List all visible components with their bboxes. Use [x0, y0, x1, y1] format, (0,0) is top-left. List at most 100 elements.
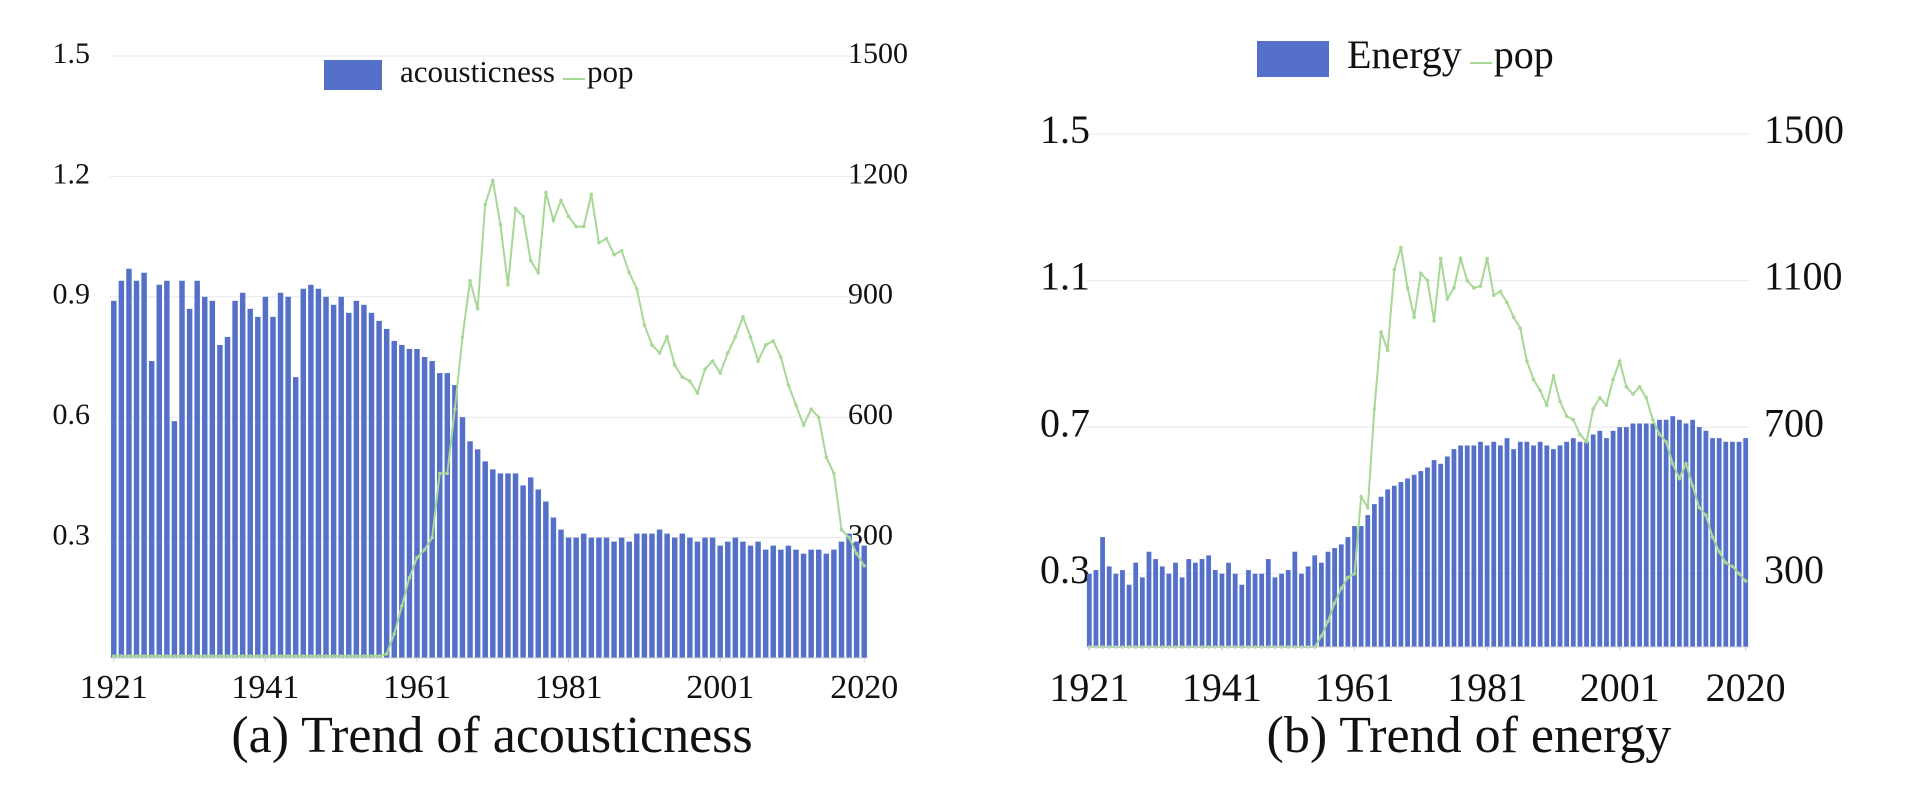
bar: [1736, 441, 1742, 647]
bar: [467, 441, 473, 658]
line-point: [286, 654, 290, 658]
bar: [816, 549, 822, 658]
bar: [148, 361, 155, 658]
line-point: [218, 654, 222, 658]
bar: [1133, 562, 1139, 647]
line-point: [1664, 440, 1668, 444]
bar: [634, 533, 640, 658]
bar: [520, 485, 526, 658]
line-point: [407, 575, 412, 580]
line-point: [1690, 483, 1695, 488]
bar: [217, 344, 223, 658]
bar: [588, 537, 595, 658]
line-point: [498, 222, 503, 227]
bar: [1212, 570, 1218, 647]
line-point: [1452, 286, 1456, 290]
line-point: [475, 307, 480, 311]
y-tick-label: 0.6: [53, 398, 91, 431]
bar: [1086, 573, 1092, 647]
line-point: [278, 654, 283, 658]
bar: [1199, 559, 1205, 647]
line-point: [688, 379, 692, 383]
bar: [679, 533, 686, 658]
bar: [1385, 489, 1391, 647]
bar: [111, 300, 117, 658]
x-tick-label: 1941: [1182, 665, 1262, 710]
bar: [1710, 438, 1715, 647]
line-point: [809, 407, 813, 411]
bar: [292, 377, 299, 658]
bar: [1120, 570, 1125, 647]
bar: [664, 533, 670, 658]
bar: [1643, 423, 1649, 647]
bar: [1285, 570, 1291, 647]
line-point: [1684, 461, 1688, 466]
line-point: [210, 654, 215, 658]
line-point: [862, 563, 867, 568]
bar: [1113, 573, 1119, 647]
bar: [194, 280, 200, 658]
line-point: [1571, 418, 1576, 422]
bar: [118, 280, 125, 658]
line-point: [718, 371, 722, 375]
line-point: [233, 654, 237, 658]
bar: [1232, 573, 1238, 647]
bar: [179, 280, 185, 658]
y-tick-label: 0.3: [1040, 547, 1090, 592]
bar: [747, 545, 754, 658]
y-tick-label: 0.3: [53, 518, 91, 551]
bar: [732, 537, 739, 658]
bar: [346, 312, 352, 658]
line-point: [1578, 432, 1582, 437]
bar: [1398, 482, 1404, 647]
bar: [1683, 423, 1689, 647]
bar: [831, 549, 837, 658]
line-point: [1399, 245, 1403, 250]
x-tick-label: 1921: [1049, 665, 1129, 710]
bar: [1650, 423, 1656, 647]
bar: [694, 541, 701, 658]
line-point: [763, 343, 768, 347]
bar: [421, 357, 428, 658]
line-point: [453, 407, 457, 411]
line-point: [832, 471, 836, 476]
bar: [1564, 441, 1570, 647]
line-point: [1498, 289, 1503, 294]
bar: [1299, 573, 1304, 647]
bar: [535, 489, 541, 658]
line-point: [293, 654, 298, 658]
bar: [1570, 438, 1576, 647]
line-point: [1385, 348, 1390, 352]
line-point: [119, 654, 124, 658]
bar: [793, 549, 799, 658]
line-point: [324, 654, 328, 658]
legend-swatch: [324, 60, 382, 90]
bar: [778, 549, 784, 658]
bar: [626, 541, 632, 658]
bar: [1391, 485, 1397, 647]
line-point: [1670, 461, 1675, 466]
bar: [444, 373, 451, 658]
bar: [482, 461, 488, 658]
line-point: [248, 654, 253, 658]
line-point: [1704, 513, 1708, 517]
bar: [1239, 584, 1245, 647]
line-point: [1644, 396, 1649, 400]
bar: [717, 545, 723, 658]
bar: [1723, 441, 1729, 647]
line-point: [756, 359, 760, 363]
bar: [414, 348, 420, 658]
y2-tick-label: 600: [848, 398, 893, 431]
bar: [1657, 419, 1662, 647]
line-point: [111, 654, 116, 658]
bar: [1670, 416, 1676, 647]
line-point: [725, 351, 730, 355]
bar: [1716, 438, 1722, 647]
line-point: [1491, 293, 1496, 298]
line-point: [240, 654, 245, 658]
y2-tick-label: 1200: [848, 157, 908, 190]
bar: [1226, 562, 1231, 647]
line-point: [650, 343, 654, 347]
x-tick-label: 2020: [1706, 665, 1786, 710]
line-point: [354, 654, 359, 658]
